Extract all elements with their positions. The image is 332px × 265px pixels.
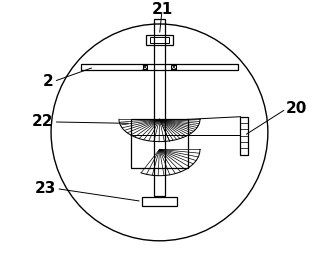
Bar — [154, 19, 165, 196]
Text: 23: 23 — [35, 181, 56, 196]
Bar — [81, 64, 238, 70]
Bar — [172, 65, 176, 69]
Bar — [143, 65, 147, 69]
Text: 21: 21 — [151, 2, 173, 17]
Text: 20: 20 — [286, 101, 307, 116]
Bar — [146, 35, 173, 45]
Bar — [240, 117, 248, 154]
Text: 2: 2 — [43, 74, 54, 89]
Text: 22: 22 — [32, 114, 54, 129]
Bar — [142, 197, 177, 206]
Bar — [131, 119, 188, 168]
Bar — [150, 37, 169, 43]
